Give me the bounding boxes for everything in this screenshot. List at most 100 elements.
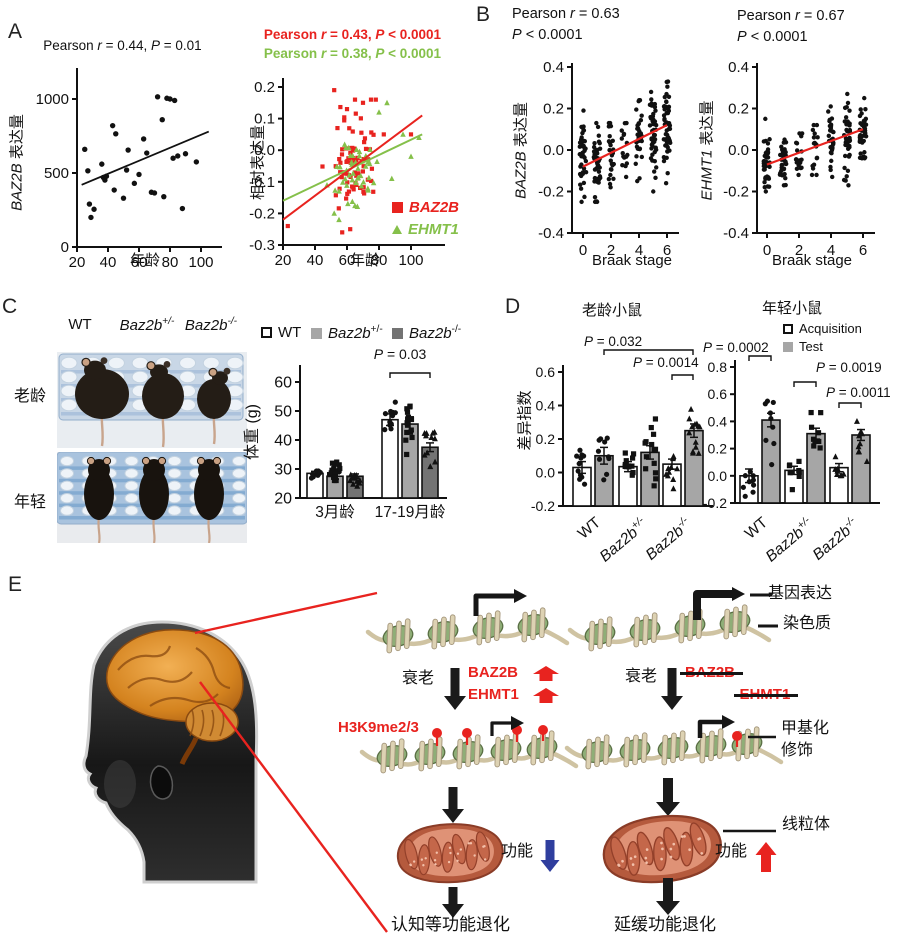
svg-text:4: 4	[635, 242, 643, 259]
baz2b-square-marker	[392, 202, 403, 213]
scatter-b1-svg: 0.4 0.2 0.0 -0.2 -0.4 0 2 4 6	[538, 59, 679, 259]
e-gene-expression-label: 基因表达	[768, 585, 833, 602]
svg-text:0.2: 0.2	[728, 101, 749, 118]
svg-text:50: 50	[274, 404, 292, 421]
scatter-plot-ehmt1-braak: 0.4 0.2 0.0 -0.2 -0.4 0 2 4 6	[715, 55, 900, 295]
bar-chart-d2-svg: -0.2 0.0 0.2 0.4 0.6 0.8	[703, 355, 880, 511]
svg-text:6: 6	[663, 242, 671, 259]
scatter-b2-svg: 0.4 0.2 0.0 -0.2 -0.4 0 2 4 6	[723, 59, 875, 259]
d1-pvalue-2: P = 0.0014	[633, 355, 699, 370]
e-methylation-label-2: 修饰	[781, 742, 814, 759]
baz2b-ko-swatch	[392, 327, 403, 339]
svg-text:0: 0	[579, 242, 587, 259]
ehmt1-triangle-marker	[392, 225, 402, 234]
e-baz2b-up-label: BAZ2B	[468, 664, 519, 681]
svg-text:80: 80	[371, 252, 388, 269]
mouse-row-label-aged: 老龄	[14, 388, 47, 405]
legend-wt-label: WT	[278, 324, 302, 341]
d2-pvalue-2: P = 0.0019	[816, 360, 882, 375]
panel-b1-title-line1: Pearson r = 0.63	[512, 6, 620, 22]
scatter-plot-baz2b-age: 0 500 1000 20 40 60 80 100	[15, 60, 230, 295]
legend-acquisition-label: Acquisition	[799, 321, 862, 336]
legend-acquisition: Acquisition	[783, 321, 862, 336]
legend-baz2b-het-label: Baz2b+/-	[328, 324, 383, 342]
acquisition-swatch	[783, 323, 793, 334]
svg-text:0.0: 0.0	[543, 142, 564, 159]
panel-b2-title-line2: P < 0.0001	[737, 29, 808, 45]
panel-e-label: E	[8, 573, 23, 596]
panel-c-pvalue: P = 0.03	[373, 346, 427, 362]
mouse-col-header-wt: WT	[68, 316, 92, 333]
svg-text:40: 40	[307, 252, 324, 269]
svg-text:2: 2	[795, 242, 803, 259]
panel-b2-title-line1: Pearson r = 0.67	[737, 8, 845, 24]
scatter-plot-baz2b-braak: 0.4 0.2 0.0 -0.2 -0.4 0 2 4 6	[500, 55, 700, 295]
svg-text:60: 60	[274, 375, 292, 392]
test-swatch	[783, 341, 793, 352]
e-methylation-label-1: 甲基化	[781, 720, 830, 737]
e-decline-left-label: 认知等功能退化	[391, 915, 510, 934]
e-function-label-right: 功能	[715, 843, 748, 860]
svg-text:20: 20	[275, 252, 292, 269]
svg-text:500: 500	[44, 165, 69, 182]
e-chromatin-label: 染色质	[783, 615, 832, 632]
svg-text:60: 60	[131, 254, 148, 271]
e-mitochondria-label: 线粒体	[782, 816, 831, 833]
svg-text:-0.2: -0.2	[723, 184, 749, 201]
legend-wt: WT	[261, 324, 301, 341]
mouse-col-header-het: Baz2b+/-	[119, 316, 175, 334]
panel-c-label: C	[2, 295, 18, 318]
panel-a-label: A	[8, 20, 23, 43]
svg-text:4: 4	[827, 242, 835, 259]
svg-text:2: 2	[607, 242, 615, 259]
svg-text:-0.4: -0.4	[723, 225, 749, 242]
panel-a1-title: Pearson r = 0.44, P = 0.01	[43, 38, 202, 53]
svg-text:0.2: 0.2	[708, 441, 728, 457]
svg-text:60: 60	[339, 252, 356, 269]
svg-text:-0.2: -0.2	[538, 184, 564, 201]
svg-text:0.0: 0.0	[728, 142, 749, 159]
panel-a2-title-ehmt1: Pearson r = 0.38, P < 0.0001	[263, 46, 442, 61]
svg-text:100: 100	[398, 252, 423, 269]
legend-test: Test	[783, 339, 823, 354]
e-decline-right-label: 延缓功能退化	[614, 915, 716, 934]
svg-text:0.6: 0.6	[536, 364, 556, 380]
legend-baz2b-ko-label: Baz2b-/-	[409, 324, 462, 342]
svg-text:0: 0	[61, 239, 69, 256]
svg-text:0.4: 0.4	[728, 59, 749, 76]
panel-b2-ylabel: EHMT1 表达量	[698, 100, 716, 201]
baz2b-het-swatch	[311, 327, 322, 339]
mouse-col-header-ko: Baz2b-/-	[184, 316, 238, 334]
discrimination-index-young-chart: -0.2 0.0 0.2 0.4 0.6 0.8	[695, 330, 900, 585]
svg-text:30: 30	[274, 462, 292, 479]
panel-c-group-3mo: 3月龄	[315, 504, 355, 521]
e-ehmt1-up-label: EHMT1	[468, 686, 519, 703]
svg-text:0.0: 0.0	[536, 465, 556, 481]
d2-pvalue-1: P = 0.0002	[703, 340, 769, 355]
panel-a2-xlabel: 年龄	[349, 252, 380, 269]
e-baz2b-ko-label: BAZ2B	[679, 664, 744, 681]
legend-ehmt1: EHMT1	[392, 221, 459, 238]
svg-text:20: 20	[274, 491, 292, 508]
aged-mice-photo-svg	[57, 352, 247, 448]
svg-text:-0.1: -0.1	[249, 174, 275, 191]
svg-text:0.6: 0.6	[708, 386, 728, 402]
body-weight-bar-chart: 20 30 40 50 60	[255, 340, 455, 580]
e-h3k9-label: H3K9me2/3	[338, 719, 419, 736]
bar-chart-c-svg: 20 30 40 50 60	[274, 365, 447, 508]
svg-text:-0.2: -0.2	[531, 498, 555, 514]
svg-text:0.2: 0.2	[254, 79, 275, 96]
panel-d-title-young: 年轻小鼠	[761, 300, 822, 317]
legend-baz2b-label: BAZ2B	[409, 199, 460, 216]
panel-b1-xlabel: Braak stage	[591, 252, 673, 269]
svg-text:100: 100	[188, 254, 213, 271]
svg-text:0.0: 0.0	[254, 142, 275, 159]
e-aging-label-left: 衰老	[402, 670, 435, 687]
discrimination-index-aged-chart: -0.2 0.0 0.2 0.4 0.6	[500, 330, 715, 585]
legend-test-label: Test	[799, 339, 823, 354]
panel-d-label: D	[505, 295, 521, 318]
svg-text:0.2: 0.2	[536, 431, 556, 447]
legend-ehmt1-label: EHMT1	[408, 221, 459, 238]
svg-text:0.4: 0.4	[708, 413, 728, 429]
svg-text:0.1: 0.1	[254, 111, 275, 128]
